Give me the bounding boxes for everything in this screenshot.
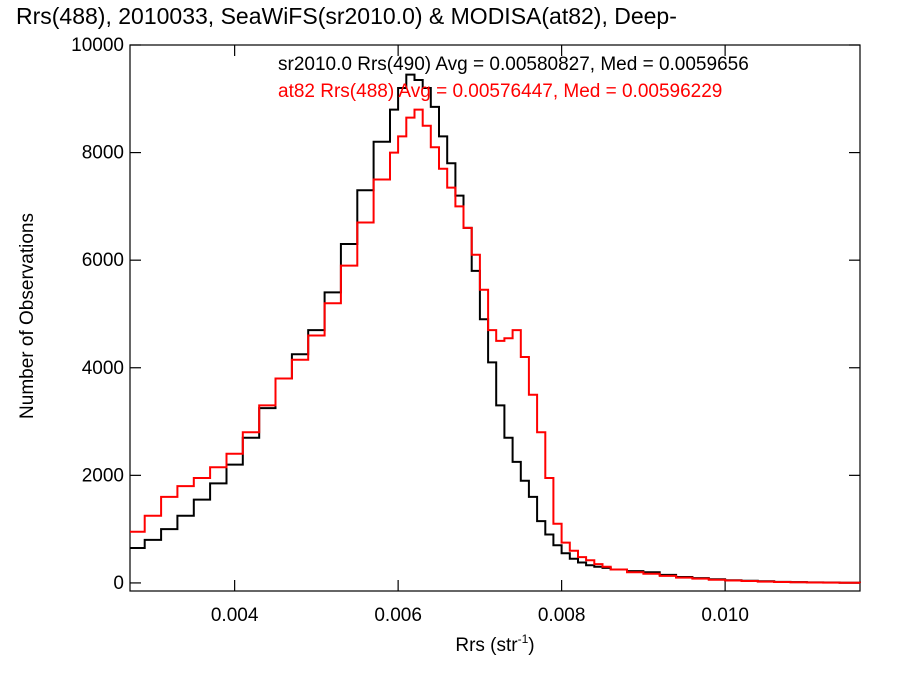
x-axis-label: Rrs (str-1)	[455, 632, 534, 656]
x-axis-label-sup: -1	[518, 632, 529, 646]
series-layer	[130, 73, 861, 584]
x-tick-label: 0.004	[211, 605, 259, 626]
x-tick-label: 0.008	[538, 605, 586, 626]
y-tick-label: 6000	[82, 250, 124, 271]
legend-entry-red: at82 Rrs(488) Avg = 0.00576447, Med = 0.…	[278, 81, 722, 102]
x-axis-label-main: Rrs (str	[455, 635, 518, 656]
plot-frame	[129, 44, 861, 592]
y-axis-label: Number of Observations	[17, 213, 38, 419]
legend: sr2010.0 Rrs(490) Avg = 0.00580827, Med …	[278, 54, 749, 102]
x-tick-label: 0.006	[374, 605, 422, 626]
y-tick-label: 2000	[82, 465, 124, 486]
series-line-black	[130, 73, 861, 584]
chart-title: Rrs(488), 2010033, SeaWiFS(sr2010.0) & M…	[16, 3, 677, 29]
y-tick-label: 0	[113, 573, 124, 594]
x-axis-label-close: )	[528, 635, 534, 656]
legend-entry-black: sr2010.0 Rrs(490) Avg = 0.00580827, Med …	[278, 54, 749, 75]
x-tick-label: 0.010	[701, 605, 749, 626]
y-tick-label: 10000	[71, 35, 124, 56]
y-tick-label: 8000	[82, 143, 124, 164]
y-tick-label: 4000	[82, 358, 124, 379]
x-axis: 0.004 0.006 0.008 0.010	[211, 45, 749, 626]
y-axis: 0 2000 4000 6000 8000 10000	[71, 35, 860, 594]
series-line-red	[130, 108, 861, 584]
